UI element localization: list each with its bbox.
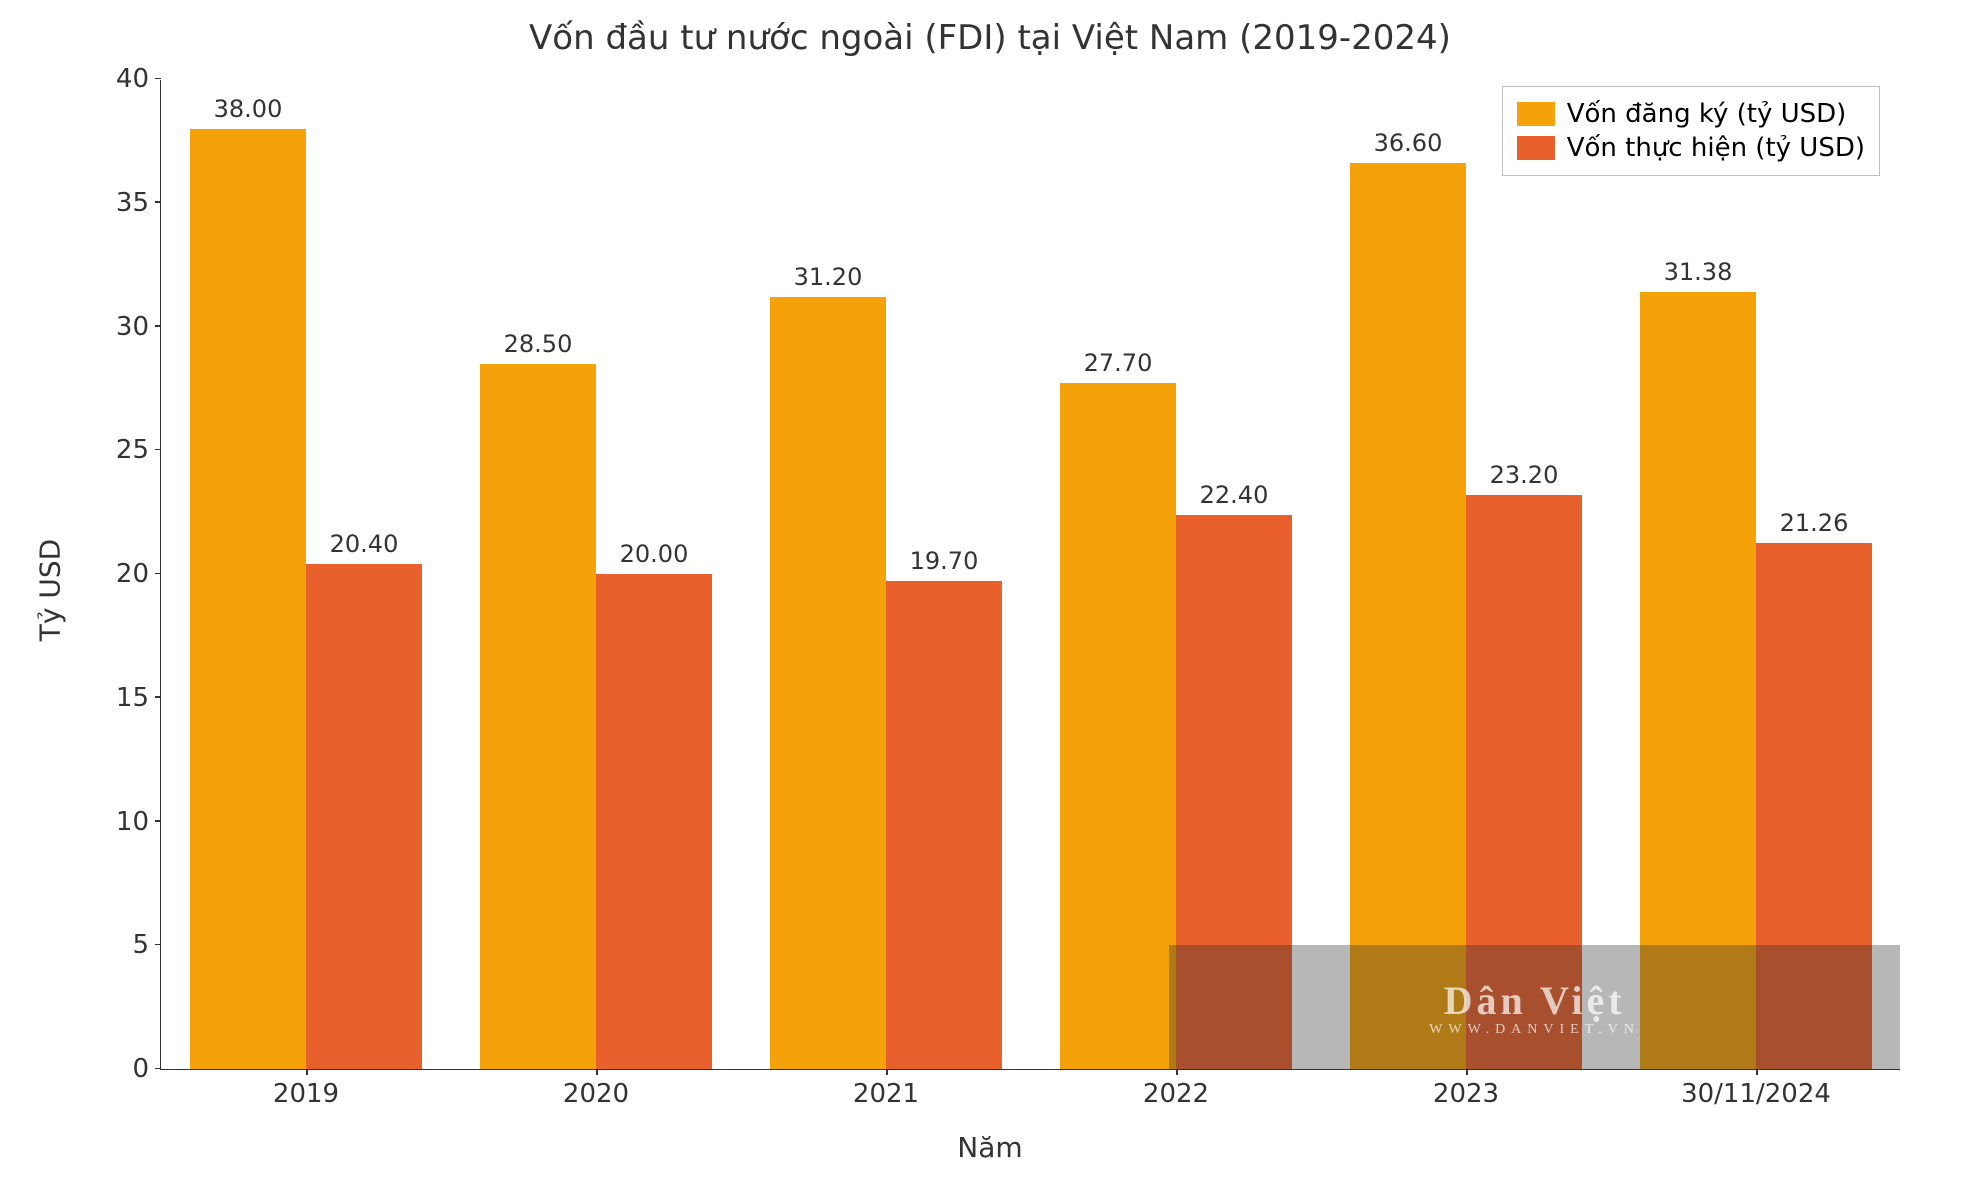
bar-value-label: 23.20 [1490,461,1559,495]
y-tick-label: 0 [132,1054,161,1084]
legend-label: Vốn thực hiện (tỷ USD) [1567,133,1865,163]
bar: 38.00 [190,129,306,1070]
bar-value-label: 21.26 [1780,509,1849,543]
bar: 20.00 [596,574,712,1069]
y-tick-label: 25 [116,435,161,465]
y-tick-label: 30 [116,312,161,342]
y-tick-mark [155,201,161,203]
chart-container: Vốn đầu tư nước ngoài (FDI) tại Việt Nam… [0,0,1980,1180]
y-tick-mark [155,944,161,946]
x-tick-label: 2023 [1433,1069,1499,1109]
y-tick-label: 5 [132,930,161,960]
y-tick-label: 15 [116,683,161,713]
bar-value-label: 31.38 [1664,258,1733,292]
bar: 19.70 [886,581,1002,1069]
watermark-text: Dân Việt [1444,977,1626,1024]
bar: 31.20 [770,297,886,1069]
legend-item: Vốn đăng ký (tỷ USD) [1517,97,1865,131]
watermark-url: WWW.DANVIET.VN [1429,1022,1640,1038]
watermark: Dân ViệtWWW.DANVIET.VN [1169,945,1900,1069]
y-tick-mark [155,696,161,698]
y-tick-mark [155,78,161,80]
bar-value-label: 38.00 [214,95,283,129]
legend-label: Vốn đăng ký (tỷ USD) [1567,99,1847,129]
bar-value-label: 22.40 [1200,481,1269,515]
y-tick-label: 40 [116,64,161,94]
x-tick-label: 2021 [853,1069,919,1109]
legend-swatch [1517,102,1555,126]
x-axis-label: Năm [0,1131,1980,1164]
x-tick-label: 2019 [273,1069,339,1109]
legend-item: Vốn thực hiện (tỷ USD) [1517,131,1865,165]
bar-value-label: 31.20 [794,263,863,297]
bar-value-label: 28.50 [504,330,573,364]
y-axis-label: Tỷ USD [34,539,67,641]
y-tick-label: 20 [116,559,161,589]
bar-value-label: 20.00 [620,540,689,574]
bar-value-label: 19.70 [910,547,979,581]
x-tick-mark [1466,1069,1468,1075]
legend-swatch [1517,136,1555,160]
y-tick-mark [155,820,161,822]
x-tick-mark [596,1069,598,1075]
x-tick-mark [306,1069,308,1075]
bar: 20.40 [306,564,422,1069]
x-tick-mark [886,1069,888,1075]
x-tick-mark [1756,1069,1758,1075]
bar-value-label: 27.70 [1084,349,1153,383]
bar: 28.50 [480,364,596,1069]
chart-title: Vốn đầu tư nước ngoài (FDI) tại Việt Nam… [0,18,1980,58]
x-tick-label: 2022 [1143,1069,1209,1109]
y-tick-mark [155,325,161,327]
bar: 27.70 [1060,383,1176,1069]
y-tick-label: 35 [116,188,161,218]
y-tick-mark [155,449,161,451]
plot-area: Vốn đăng ký (tỷ USD) Vốn thực hiện (tỷ U… [160,80,1900,1070]
legend: Vốn đăng ký (tỷ USD) Vốn thực hiện (tỷ U… [1502,86,1880,176]
x-tick-mark [1176,1069,1178,1075]
y-tick-label: 10 [116,807,161,837]
bar-value-label: 20.40 [330,530,399,564]
bar-value-label: 36.60 [1374,129,1443,163]
y-tick-mark [155,573,161,575]
x-tick-label: 30/11/2024 [1681,1069,1831,1109]
x-tick-label: 2020 [563,1069,629,1109]
y-tick-mark [155,1068,161,1070]
bar: 36.60 [1350,163,1466,1069]
